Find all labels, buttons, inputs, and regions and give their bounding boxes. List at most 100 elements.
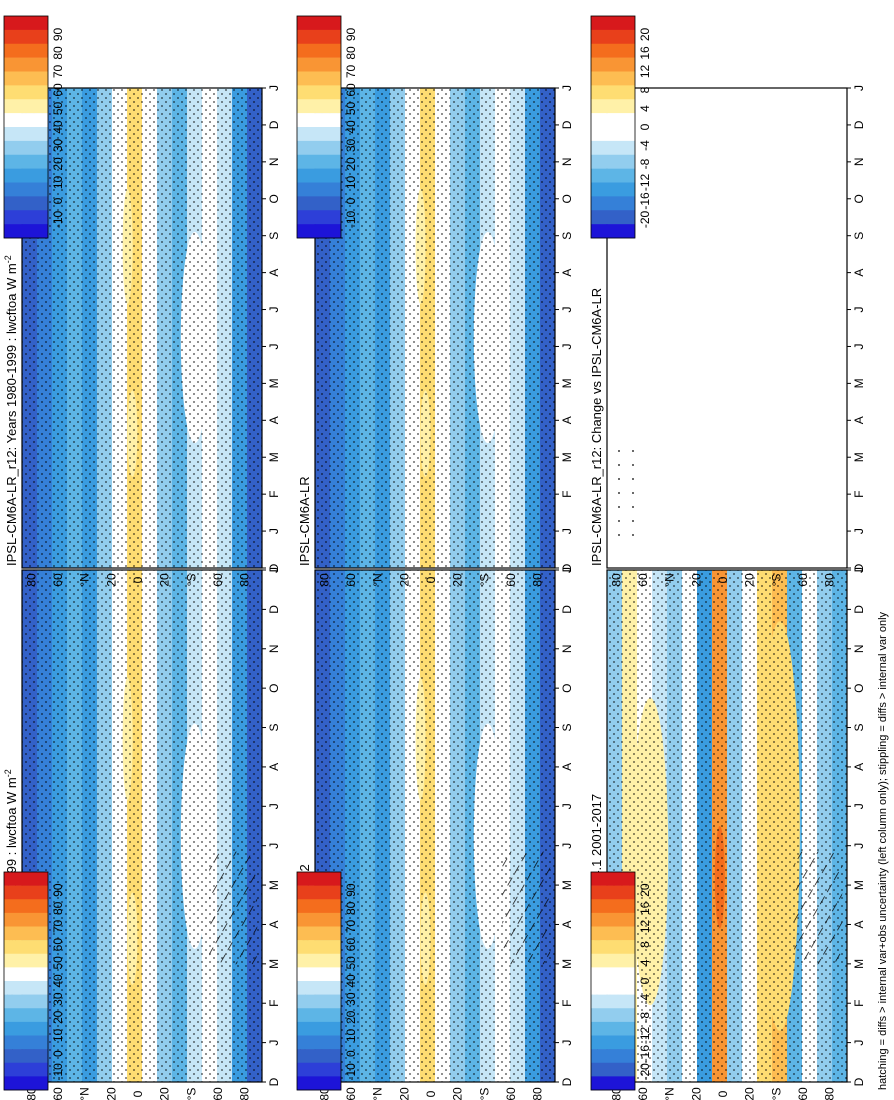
colorbar-label: -10 bbox=[344, 211, 358, 229]
colorbar-swatch bbox=[4, 16, 48, 31]
colorbar-label: 90 bbox=[51, 28, 65, 42]
lat-tick-label: 60 bbox=[344, 573, 358, 587]
colorbar-swatch bbox=[297, 926, 341, 941]
lat-tick-label: °S bbox=[769, 574, 783, 587]
lat-tick-label: 20 bbox=[451, 1087, 465, 1100]
colorbar-swatch bbox=[591, 127, 635, 142]
month-tick-label: D bbox=[267, 563, 281, 572]
colorbar-label: 80 bbox=[344, 46, 358, 60]
month-tick-label: N bbox=[267, 644, 281, 653]
colorbar-swatch bbox=[591, 16, 635, 31]
stippling bbox=[22, 570, 262, 1082]
colorbar-label: 12 bbox=[638, 920, 652, 934]
colorbar-label: -10 bbox=[51, 211, 65, 229]
month-tick-label: O bbox=[560, 683, 574, 692]
colorbar-swatch bbox=[4, 994, 48, 1009]
colorbar-swatch bbox=[591, 85, 635, 100]
month-tick-label: S bbox=[267, 232, 281, 240]
colorbar-swatch bbox=[4, 140, 48, 156]
colorbar-label: 40 bbox=[344, 974, 358, 988]
colorbar-swatch bbox=[297, 182, 341, 197]
colorbar-label: 10 bbox=[344, 1029, 358, 1043]
month-tick-label: J bbox=[560, 85, 574, 91]
month-tick-label: F bbox=[267, 490, 281, 497]
lat-tick-label: °N bbox=[663, 1087, 677, 1100]
lat-tick-label: 80 bbox=[317, 573, 331, 587]
month-tick-label: M bbox=[267, 959, 281, 969]
lat-tick-label: 20 bbox=[104, 573, 118, 587]
colorbar-swatch bbox=[4, 168, 48, 183]
colorbar-swatch bbox=[4, 43, 48, 58]
lat-tick-label: 20 bbox=[397, 573, 411, 587]
month-tick-label: J bbox=[560, 307, 574, 313]
colorbar-swatch bbox=[4, 885, 48, 900]
colorbar-swatch bbox=[591, 899, 635, 914]
colorbar-swatch bbox=[297, 1035, 341, 1050]
month-tick-label: M bbox=[560, 378, 574, 388]
month-tick-label: N bbox=[560, 644, 574, 653]
colorbar-swatch bbox=[4, 1008, 48, 1023]
month-tick-label: M bbox=[267, 452, 281, 462]
colorbar-label: 4 bbox=[638, 105, 652, 112]
lat-tick-label: 80 bbox=[531, 1087, 545, 1100]
month-tick-label: J bbox=[852, 843, 866, 849]
panel-frame bbox=[606, 569, 848, 1083]
colorbar-swatch bbox=[297, 43, 341, 58]
month-tick-label: S bbox=[267, 724, 281, 732]
hatching bbox=[794, 851, 843, 965]
colorbar-label: 80 bbox=[51, 901, 65, 915]
month-tick-label: J bbox=[267, 307, 281, 313]
colorbar-swatch bbox=[591, 912, 635, 927]
lat-tick-label: 60 bbox=[504, 1087, 518, 1100]
colorbar-swatch bbox=[297, 872, 341, 886]
colorbar-label: 40 bbox=[51, 974, 65, 988]
colorbar-frame bbox=[296, 15, 342, 239]
lat-tick-label: 60 bbox=[211, 573, 225, 587]
lat-tick-label: 20 bbox=[451, 573, 465, 587]
lat-tick-label: 80 bbox=[238, 1087, 252, 1100]
month-tick-label: S bbox=[852, 232, 866, 240]
month-tick-label: F bbox=[560, 490, 574, 497]
month-tick-label: S bbox=[560, 232, 574, 240]
lat-tick-label: 20 bbox=[743, 1087, 757, 1100]
colorbar-swatch bbox=[297, 99, 341, 114]
colorbar-label: 50 bbox=[51, 102, 65, 116]
colorbar-swatch bbox=[591, 1049, 635, 1064]
month-tick-label: O bbox=[852, 683, 866, 692]
colorbar-label: 30 bbox=[51, 992, 65, 1006]
colorbar-swatch bbox=[297, 168, 341, 183]
colorbar-2: 90 80 70 60 50 40 30 20 10 0 -10 bbox=[296, 871, 358, 1091]
colorbar-label: 40 bbox=[51, 120, 65, 134]
colorbar-label: 8 bbox=[638, 941, 652, 948]
colorbar-0: 90 80 70 60 50 40 30 20 10 0 -10 bbox=[3, 871, 65, 1091]
stippling bbox=[607, 570, 847, 1082]
colorbar-swatch bbox=[297, 210, 341, 225]
colorbar-swatch bbox=[4, 1035, 48, 1050]
colorbar-swatch bbox=[297, 912, 341, 927]
colorbar-swatch bbox=[297, 899, 341, 914]
colorbar-swatch bbox=[591, 885, 635, 900]
panel-frame bbox=[314, 87, 556, 569]
month-tick-label: J bbox=[560, 528, 574, 534]
colorbar-label: 60 bbox=[51, 938, 65, 952]
colorbar-label: 50 bbox=[344, 956, 358, 970]
colorbar-label: 16 bbox=[638, 46, 652, 60]
lat-tick-label: 60 bbox=[51, 1087, 65, 1100]
colorbar-swatch bbox=[591, 981, 635, 995]
colorbar-3: 90 80 70 60 50 40 30 20 10 0 -10 bbox=[296, 15, 358, 239]
colorbar-swatch bbox=[4, 1021, 48, 1036]
colorbar-swatch bbox=[4, 981, 48, 995]
colorbar-frame bbox=[296, 871, 342, 1091]
colorbar-swatch bbox=[297, 71, 341, 86]
month-tick-label: A bbox=[560, 416, 574, 424]
colorbar-swatch bbox=[4, 1076, 48, 1091]
colorbar-label: 20 bbox=[638, 28, 652, 42]
colorbar-label: 90 bbox=[51, 883, 65, 897]
lat-tick-label: °S bbox=[477, 1088, 491, 1100]
colorbar-swatch bbox=[591, 994, 635, 1009]
colorbar-swatch bbox=[591, 71, 635, 86]
month-tick-label: D bbox=[560, 605, 574, 614]
panel-title: IPSL-CM6A-LR_r12: Years 1980-1999 : lwcf… bbox=[3, 255, 19, 566]
lat-tick-label: 0 bbox=[131, 1090, 145, 1097]
